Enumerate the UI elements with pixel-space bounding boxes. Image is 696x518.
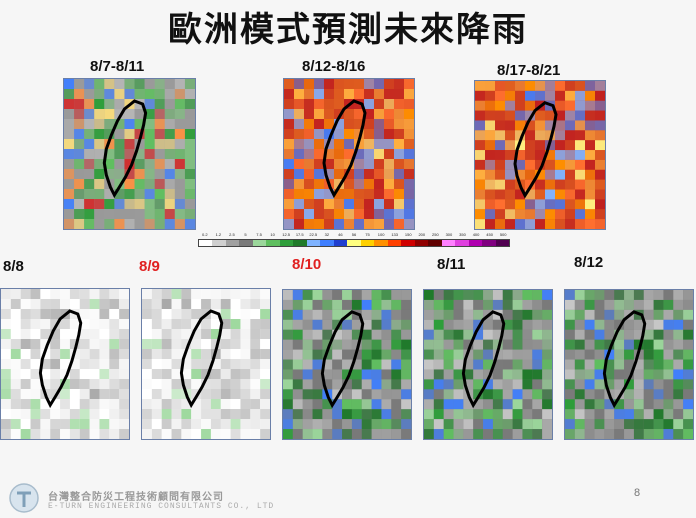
colorbar-tick: 250 [432,232,439,237]
company-logo [8,482,40,514]
daily-map-1 [0,288,130,440]
colorbar-swatches [198,239,510,247]
colorbar-ticks: 0.2 1.2 2.5 5 7.5 10 12.5 17.5 22.5 32 46 56 75 100 13… [198,231,510,238]
colorbar-tick: 0.2 [202,232,208,237]
colorbar-swatch [306,240,321,246]
colorbar-tick: 32 [324,232,330,237]
colorbar-swatch [320,240,334,246]
colorbar-tick: 150 [404,232,412,237]
colorbar-swatch [212,240,226,246]
taiwan-outline [179,309,224,409]
daily-map-5 [564,289,694,440]
colorbar-tick: 7.5 [256,232,262,237]
weekly-map-1 [63,78,196,230]
colorbar-swatch [293,240,307,246]
colorbar-swatch [225,240,240,246]
taiwan-outline [602,310,647,409]
daily-map-4 [423,289,553,440]
colorbar-swatch [252,240,267,246]
colorbar-tick: 22.5 [309,232,318,237]
taiwan-outline [513,101,558,199]
weekly-map-2 [283,78,415,230]
daily-label-1: 8/8 [3,258,24,275]
colorbar-swatch [414,240,429,246]
colorbar-swatch [441,240,456,246]
colorbar-swatch [199,240,213,246]
colorbar-swatch [374,240,388,246]
taiwan-outline [322,99,367,199]
colorbar-tick: 450 [486,232,493,237]
colorbar-swatch [266,240,280,246]
daily-map-2 [141,288,271,440]
colorbar-tick: 400 [472,232,480,237]
colorbar-tick: 200 [418,232,426,237]
taiwan-outline [102,99,148,199]
colorbar-tick: 100 [377,232,385,237]
weekly-label-3: 8/17-8/21 [497,62,561,79]
daily-label-3: 8/10 [292,256,322,273]
colorbar-swatch [333,240,348,246]
colorbar-tick: 17.5 [295,232,304,237]
colorbar-swatch [279,240,294,246]
colorbar-tick: 2.5 [229,232,235,237]
taiwan-outline [320,310,365,409]
daily-map-3 [282,289,412,440]
daily-label-2: 8/9 [139,258,160,275]
daily-label-4: 8/11 [437,256,466,273]
company-name-en: E-TURN ENGINEERING CONSULTANTS CO., LTD [48,502,275,511]
slide-title: 歐洲模式預測未來降雨 [168,10,528,50]
colorbar-swatch [455,240,469,246]
colorbar-tick: 10 [270,232,275,237]
colorbar-tick: 56 [351,232,357,237]
daily-label-5: 8/12 [574,254,604,271]
colorbar-swatch [468,240,483,246]
colorbar-swatch [360,240,375,246]
colorbar-tick: 12.5 [282,232,291,237]
colorbar-tick: 75 [365,232,370,237]
colorbar-swatch [387,240,402,246]
colorbar-swatch [347,240,361,246]
colorbar-tick: 350 [459,232,466,237]
colorbar-tick: 1.2 [215,232,222,237]
taiwan-outline [461,310,506,409]
rainfall-colorbar: 0.2 1.2 2.5 5 7.5 10 12.5 17.5 22.5 32 46 56 75 100 13… [198,231,510,247]
colorbar-tick: 5 [244,232,247,237]
weekly-label-1: 8/7-8/11 [90,58,145,75]
colorbar-swatch [495,240,510,246]
colorbar-swatch [428,240,442,246]
colorbar-swatch [401,240,415,246]
taiwan-outline [38,309,83,409]
colorbar-tick: 300 [445,232,453,237]
colorbar-tick: 133 [391,232,398,237]
colorbar-tick: 500 [499,232,507,237]
page-number: 8 [634,487,641,499]
colorbar-tick: 46 [338,232,343,237]
colorbar-swatch [482,240,496,246]
colorbar-swatch [239,240,253,246]
weekly-map-3 [474,80,606,230]
company-name-cn: 台灣整合防災工程技術顧問有限公司 [48,492,224,503]
weekly-label-2: 8/12-8/16 [302,58,366,75]
